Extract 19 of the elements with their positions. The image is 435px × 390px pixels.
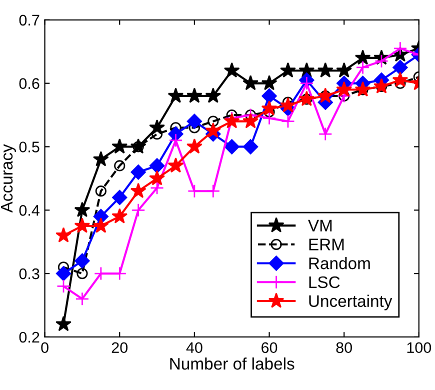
x-tick-label: 100	[407, 342, 432, 354]
x-axis-title: Number of labels	[170, 357, 294, 370]
y-axis-title: Accuracy	[1, 144, 16, 213]
legend-label: Uncertainty	[309, 294, 392, 310]
legend-label: LSC	[309, 276, 340, 288]
x-tick-label: 20	[112, 342, 128, 354]
x-tick-label: 40	[186, 342, 202, 354]
y-tick-label: 0.6	[19, 78, 40, 89]
x-tick-label: 60	[262, 342, 278, 354]
y-tick-label: 0.4	[19, 205, 40, 216]
y-tick-label: 0.7	[19, 14, 40, 26]
legend-label: ERM	[309, 238, 344, 250]
legend-label: Random	[309, 257, 370, 270]
x-tick-label: 80	[336, 342, 352, 354]
y-tick-label: 0.2	[19, 332, 40, 343]
y-tick-label: 0.5	[19, 142, 40, 152]
y-tick-label: 0.3	[19, 268, 40, 280]
legend-label: VM	[308, 220, 332, 232]
x-tick-label: 0	[41, 342, 48, 354]
